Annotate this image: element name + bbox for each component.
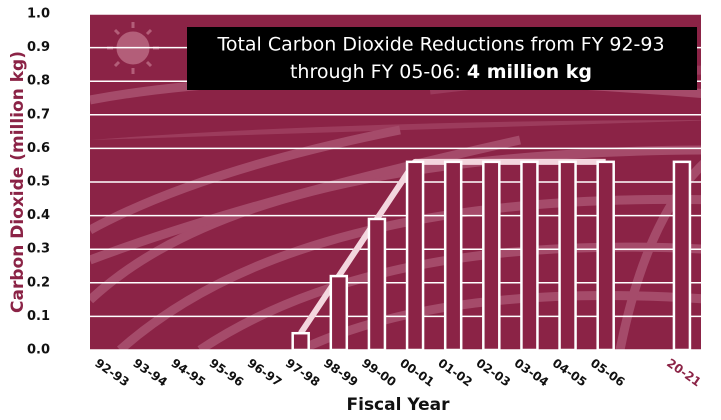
x-tick-label: 98-99 [321, 356, 360, 389]
y-tick-label: 0.0 [27, 343, 50, 358]
x-tick-label: 02-03 [474, 356, 513, 389]
chart-title: through FY 05-06: 4 million kg [290, 61, 592, 83]
x-tick-label: 99-00 [359, 356, 398, 389]
y-tick-label: 0.2 [27, 275, 50, 290]
x-tick-label: 01-02 [435, 356, 474, 389]
x-tick-label: 96-97 [245, 356, 284, 389]
chart-title-highlight: 4 million kg [467, 61, 592, 83]
bar [558, 160, 577, 352]
bar [596, 160, 615, 352]
x-tick-label: 20-21 [664, 356, 703, 389]
x-tick-label: 03-04 [512, 356, 551, 389]
bar [443, 160, 463, 352]
y-tick-label: 0.8 [27, 74, 50, 89]
bar [291, 331, 310, 352]
x-tick-label: 04-05 [550, 356, 589, 389]
x-axis-label: Fiscal Year [347, 395, 451, 415]
title-box [187, 27, 697, 90]
bar [367, 217, 387, 352]
bar [329, 274, 349, 352]
y-tick-label: 0.4 [27, 208, 50, 223]
y-tick-label: 0.5 [27, 175, 50, 190]
chart-title-line: through FY 05-06: [290, 61, 461, 83]
bar [482, 160, 501, 352]
y-tick-label: 0.9 [27, 40, 50, 55]
x-tick-label: 92-93 [92, 356, 131, 389]
bar [520, 160, 539, 352]
chart-title: Total Carbon Dioxide Reductions from FY … [216, 34, 664, 56]
y-tick-label: 0.3 [27, 242, 50, 257]
x-tick-label: 94-95 [169, 356, 208, 389]
x-tick-label: 97-98 [283, 356, 322, 389]
x-tick-label: 95-96 [207, 356, 246, 389]
y-axis-label: Carbon Dioxide (million kg) [8, 51, 28, 313]
x-tick-label: 00-01 [397, 356, 436, 389]
y-tick-label: 0.6 [27, 141, 50, 156]
y-tick-label: 0.1 [27, 309, 50, 324]
bar [672, 160, 692, 352]
y-tick-label: 1.0 [27, 7, 50, 22]
x-tick-label: 93-94 [130, 356, 169, 389]
x-tick-label: 05-06 [588, 356, 627, 389]
bar [405, 160, 425, 352]
y-tick-label: 0.7 [27, 107, 50, 122]
